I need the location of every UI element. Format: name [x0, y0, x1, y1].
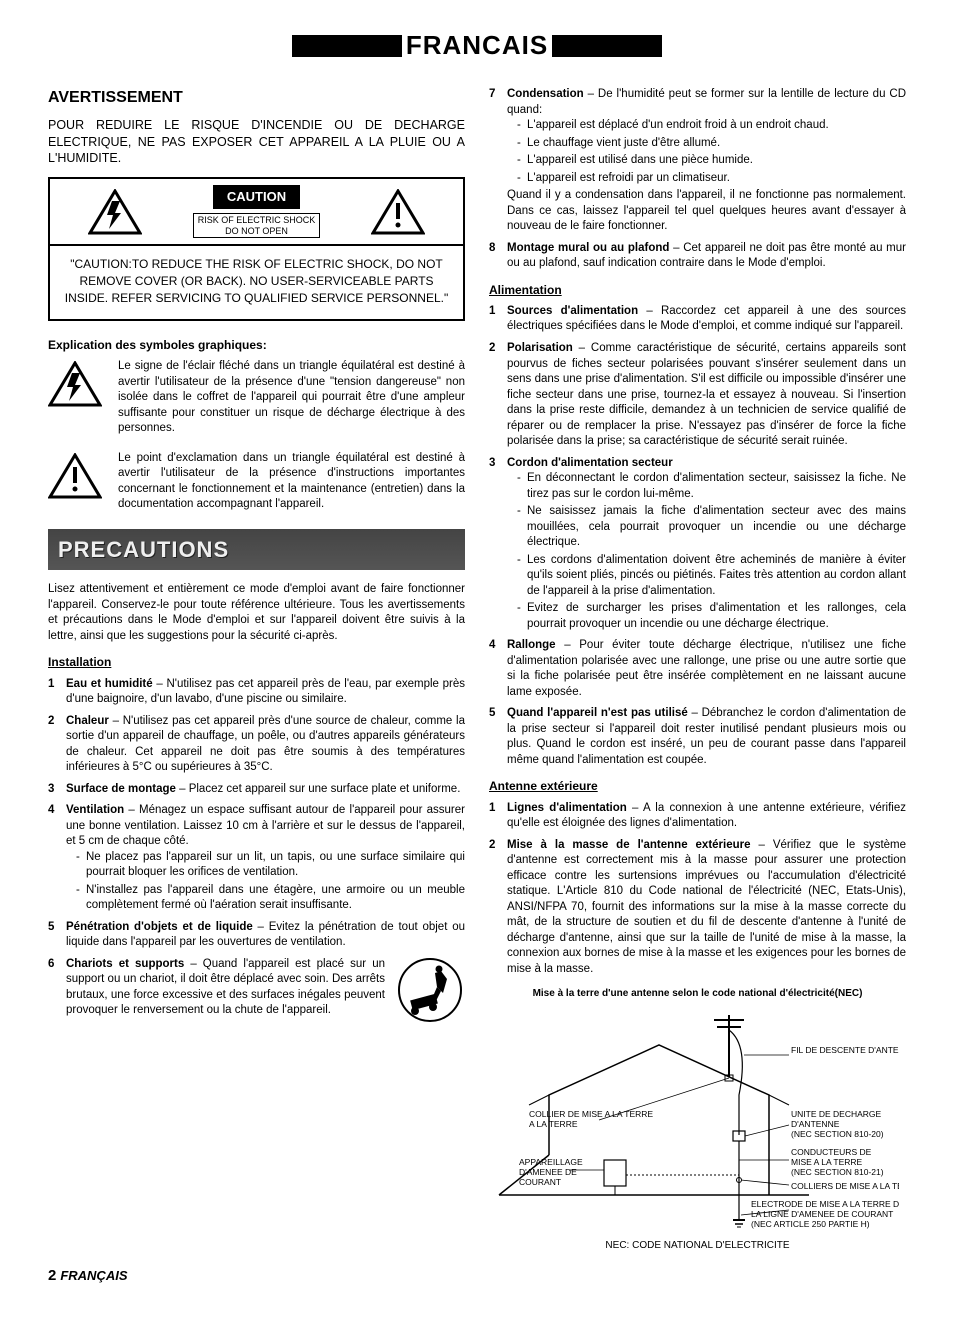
symbol-row-excl: Le point d'exclamation dans un triangle …	[48, 451, 465, 513]
caution-box: CAUTION RISK OF ELECTRIC SHOCK DO NOT OP…	[48, 177, 465, 321]
dl-leadin: FIL DE DESCENTE D'ANTENNE	[791, 1045, 899, 1055]
installation-list: Eau et humidité – N'utilisez pas cet app…	[48, 677, 465, 1023]
lightning-triangle-icon	[48, 361, 102, 407]
two-column-layout: AVERTISSEMENT POUR REDUIRE LE RISQUE D'I…	[48, 87, 906, 1252]
dl-cond3: (NEC SECTION 810-21)	[791, 1167, 884, 1177]
dl-elec1: ELECTRODE DE MISE A LA TERRE DE	[751, 1199, 899, 1209]
install-item-6: Chariots et supports – Quand l'appareil …	[48, 957, 465, 1023]
a3-sub3: Les cordons d'alimentation doivent être …	[517, 553, 906, 600]
banner-bar-left	[292, 35, 402, 57]
grounding-diagram: Mise à la terre d'une antenne selon le c…	[489, 987, 906, 1252]
caution-sub1: RISK OF ELECTRIC SHOCK	[198, 215, 316, 226]
dl-cond2: MISE A LA TERRE	[791, 1157, 863, 1167]
banner-text: FRANCAIS	[402, 28, 552, 63]
installation-list-continued: Condensation – De l'humidité peut se for…	[489, 87, 906, 272]
i7-sub2: Le chauffage vient juste d'être allumé.	[517, 136, 906, 152]
dl-clamp-a: COLLIER DE MISE A LA TERRE	[529, 1109, 653, 1119]
alim-item-3: Cordon d'alimentation secteur En déconne…	[489, 456, 906, 633]
caution-top-row: CAUTION RISK OF ELECTRIC SHOCK DO NOT OP…	[50, 179, 463, 246]
alim-item-5: Quand l'appareil n'est pas utilisé – Déb…	[489, 706, 906, 768]
precautions-heading-bar: PRECAUTIONS	[48, 529, 465, 571]
diagram-title: Mise à la terre d'une antenne selon le c…	[489, 987, 906, 1001]
antenne-item-1: Lignes d'alimentation – A la connexion à…	[489, 801, 906, 832]
install-item-7: Condensation – De l'humidité peut se for…	[489, 87, 906, 235]
language-banner: FRANCAIS	[48, 28, 906, 63]
alim-item-2: Polarisation – Comme caractéristique de …	[489, 341, 906, 450]
dl-discharge3: (NEC SECTION 810-20)	[791, 1129, 884, 1139]
antenne-item-2: Mise à la masse de l'antenne extérieure …	[489, 838, 906, 978]
banner-bar-right	[552, 35, 662, 57]
dl-discharge1: UNITE DE DECHARGE	[791, 1109, 882, 1119]
install-item-8: Montage mural ou au plafond – Cet appare…	[489, 241, 906, 272]
symbol-bolt-description: Le signe de l'éclair fléché dans un tria…	[118, 359, 465, 437]
warning-title: AVERTISSEMENT	[48, 87, 465, 109]
antenna-grounding-svg: FIL DE DESCENTE D'ANTENNE COLLIER DE MIS…	[489, 1005, 899, 1235]
install-4-sub1: Ne placez pas l'appareil sur un lit, un …	[76, 850, 465, 881]
a3-sub1: En déconnectant le cordon d'alimentation…	[517, 471, 906, 502]
alim-item-4: Rallonge – Pour éviter toute décharge él…	[489, 638, 906, 700]
alim-item-1: Sources d'alimentation – Raccordez cet a…	[489, 304, 906, 335]
alimentation-list: Sources d'alimentation – Raccordez cet a…	[489, 304, 906, 768]
install-item-5: Pénétration d'objets et de liquide – Evi…	[48, 920, 465, 951]
page-number: 2FRANÇAIS	[48, 1266, 128, 1286]
a3-sub2: Ne saisissez jamais la fiche d'alimentat…	[517, 504, 906, 551]
nec-footer-note: NEC: CODE NATIONAL D'ELECTRICITE	[489, 1239, 906, 1253]
install-item-3: Surface de montage – Placez cet appareil…	[48, 782, 465, 798]
caution-center: CAUTION RISK OF ELECTRIC SHOCK DO NOT OP…	[180, 179, 334, 244]
installation-heading: Installation	[48, 654, 465, 670]
install-4-sub2: N'installez pas l'appareil dans une étag…	[76, 883, 465, 914]
caution-excl-triangle	[333, 179, 463, 244]
caution-bolt-triangle	[50, 179, 180, 244]
dl-discharge2: D'ANTENNE	[791, 1119, 840, 1129]
a3-sub4: Evitez de surcharger les prises d'alimen…	[517, 601, 906, 632]
dl-elec2: LA LIGNE D'AMENEE DE COURANT	[751, 1209, 893, 1219]
warning-paragraph: POUR REDUIRE LE RISQUE D'INCENDIE OU DE …	[48, 117, 465, 168]
svg-text:A LA TERRE: A LA TERRE	[529, 1119, 578, 1129]
dl-equip3: COURANT	[519, 1177, 561, 1187]
caution-label: CAUTION	[213, 185, 300, 209]
symbol-row-bolt: Le signe de l'éclair fléché dans un tria…	[48, 359, 465, 437]
precautions-intro: Lisez attentivement et entièrement ce mo…	[48, 582, 465, 644]
i7-sub1: L'appareil est déplacé d'un endroit froi…	[517, 118, 906, 134]
cart-tip-icon	[395, 957, 465, 1023]
symbols-explanation-title: Explication des symboles graphiques:	[48, 337, 465, 353]
dl-equip2: D'AMENEE DE	[519, 1167, 577, 1177]
exclamation-triangle-icon	[48, 453, 102, 499]
dl-elec3: (NEC ARTICLE 250 PARTIE H)	[751, 1219, 870, 1229]
symbol-excl-description: Le point d'exclamation dans un triangle …	[118, 451, 465, 513]
i7-sub3: L'appareil est utilisé dans une pièce hu…	[517, 153, 906, 169]
alimentation-heading: Alimentation	[489, 282, 906, 298]
dl-equip1: APPAREILLAGE	[519, 1157, 583, 1167]
i7-sub4: L'appareil est refroidi par un climatise…	[517, 171, 906, 187]
i7-tail: Quand il y a condensation dans l'apparei…	[507, 189, 906, 232]
dl-cond1: CONDUCTEURS DE	[791, 1147, 872, 1157]
dl-clamps: COLLIERS DE MISE A LA TERRE	[791, 1181, 899, 1191]
page-footer: 2FRANÇAIS	[48, 1266, 906, 1286]
right-column: Condensation – De l'humidité peut se for…	[489, 87, 906, 1252]
antenne-heading: Antenne extérieure	[489, 778, 906, 794]
left-column: AVERTISSEMENT POUR REDUIRE LE RISQUE D'I…	[48, 87, 465, 1252]
caution-sub2: DO NOT OPEN	[198, 226, 316, 237]
install-item-4: Ventilation – Ménagez un espace suffisan…	[48, 803, 465, 914]
lightning-triangle-icon	[88, 189, 142, 235]
install-item-1: Eau et humidité – N'utilisez pas cet app…	[48, 677, 465, 708]
install-item-2: Chaleur – N'utilisez pas cet appareil pr…	[48, 714, 465, 776]
exclamation-triangle-icon	[371, 189, 425, 235]
antenne-list: Lignes d'alimentation – A la connexion à…	[489, 801, 906, 978]
caution-body-text: "CAUTION:TO REDUCE THE RISK OF ELECTRIC …	[50, 246, 463, 318]
